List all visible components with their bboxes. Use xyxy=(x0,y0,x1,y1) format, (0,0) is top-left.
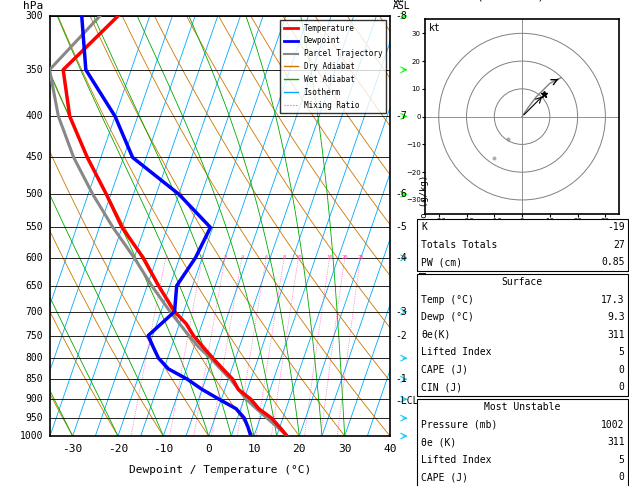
Text: 20: 20 xyxy=(292,444,306,454)
Text: 25: 25 xyxy=(357,255,364,260)
Text: 950: 950 xyxy=(26,413,43,423)
Text: CAPE (J): CAPE (J) xyxy=(421,472,469,482)
Text: Surface: Surface xyxy=(502,278,543,287)
Text: 900: 900 xyxy=(26,394,43,404)
Text: 650: 650 xyxy=(26,281,43,291)
Text: Lifted Index: Lifted Index xyxy=(421,455,492,465)
Text: PW (cm): PW (cm) xyxy=(421,258,462,267)
Text: Totals Totals: Totals Totals xyxy=(421,240,498,250)
Text: 1000: 1000 xyxy=(19,431,43,441)
Text: -20: -20 xyxy=(108,444,128,454)
Text: 550: 550 xyxy=(26,223,43,232)
Text: -6: -6 xyxy=(395,189,407,199)
Text: -2: -2 xyxy=(395,330,407,341)
Text: 0: 0 xyxy=(619,382,625,392)
Text: Dewp (°C): Dewp (°C) xyxy=(421,312,474,322)
Text: -LCL: -LCL xyxy=(395,396,418,406)
Text: ASL: ASL xyxy=(393,1,411,11)
Text: 16: 16 xyxy=(326,255,333,260)
Text: 0: 0 xyxy=(619,472,625,482)
Text: θe(K): θe(K) xyxy=(421,330,451,340)
Text: -3: -3 xyxy=(395,307,407,316)
Text: 750: 750 xyxy=(26,330,43,341)
Text: 600: 600 xyxy=(26,253,43,263)
Text: 0: 0 xyxy=(619,365,625,375)
Text: Mixing Ratio (g/kg): Mixing Ratio (g/kg) xyxy=(420,175,429,277)
Legend: Temperature, Dewpoint, Parcel Trajectory, Dry Adiabat, Wet Adiabat, Isotherm, Mi: Temperature, Dewpoint, Parcel Trajectory… xyxy=(280,20,386,113)
Text: 1002: 1002 xyxy=(601,420,625,430)
Text: -30: -30 xyxy=(62,444,83,454)
Text: Lifted Index: Lifted Index xyxy=(421,347,492,357)
Text: kt: kt xyxy=(429,23,440,34)
Text: 800: 800 xyxy=(26,353,43,363)
Text: 4: 4 xyxy=(240,255,243,260)
Text: 700: 700 xyxy=(26,307,43,316)
Text: 20: 20 xyxy=(342,255,348,260)
Text: 10: 10 xyxy=(295,255,302,260)
Text: θe (K): θe (K) xyxy=(421,437,457,447)
Text: km: km xyxy=(393,0,405,4)
Text: Dewpoint / Temperature (°C): Dewpoint / Temperature (°C) xyxy=(129,466,311,475)
Text: CIN (J): CIN (J) xyxy=(421,382,462,392)
Text: 9.3: 9.3 xyxy=(607,312,625,322)
Text: 350: 350 xyxy=(26,65,43,75)
Text: 10: 10 xyxy=(247,444,261,454)
Text: 30: 30 xyxy=(338,444,352,454)
Text: 6: 6 xyxy=(265,255,268,260)
Text: 400: 400 xyxy=(26,111,43,122)
Text: -1: -1 xyxy=(395,374,407,384)
Text: 8: 8 xyxy=(282,255,286,260)
Text: 850: 850 xyxy=(26,374,43,384)
Text: 311: 311 xyxy=(607,437,625,447)
Text: 17.3: 17.3 xyxy=(601,295,625,305)
Text: 0: 0 xyxy=(205,444,212,454)
Text: 5: 5 xyxy=(619,347,625,357)
Text: -7: -7 xyxy=(395,111,407,122)
Text: 300: 300 xyxy=(26,11,43,21)
Text: K: K xyxy=(421,223,427,232)
Text: 2: 2 xyxy=(201,255,204,260)
Text: 311: 311 xyxy=(607,330,625,340)
Text: 3: 3 xyxy=(223,255,226,260)
Text: -4: -4 xyxy=(395,253,407,263)
Text: Most Unstable: Most Unstable xyxy=(484,402,560,412)
Text: Pressure (mb): Pressure (mb) xyxy=(421,420,498,430)
Text: Temp (°C): Temp (°C) xyxy=(421,295,474,305)
Text: 26.04.2024 15GMT (Base: 12): 26.04.2024 15GMT (Base: 12) xyxy=(362,0,544,1)
Text: 1: 1 xyxy=(164,255,167,260)
Text: -8: -8 xyxy=(395,11,407,21)
Text: -10: -10 xyxy=(153,444,174,454)
Text: 35°20'N 25°11'E 108m ASL: 35°20'N 25°11'E 108m ASL xyxy=(130,0,310,1)
Text: 500: 500 xyxy=(26,189,43,199)
Text: 27: 27 xyxy=(613,240,625,250)
Text: CAPE (J): CAPE (J) xyxy=(421,365,469,375)
Text: 0.85: 0.85 xyxy=(601,258,625,267)
Text: 40: 40 xyxy=(383,444,397,454)
Text: -19: -19 xyxy=(607,223,625,232)
Text: 450: 450 xyxy=(26,153,43,162)
Text: 5: 5 xyxy=(619,455,625,465)
Text: hPa: hPa xyxy=(23,1,43,11)
Text: -5: -5 xyxy=(395,223,407,232)
